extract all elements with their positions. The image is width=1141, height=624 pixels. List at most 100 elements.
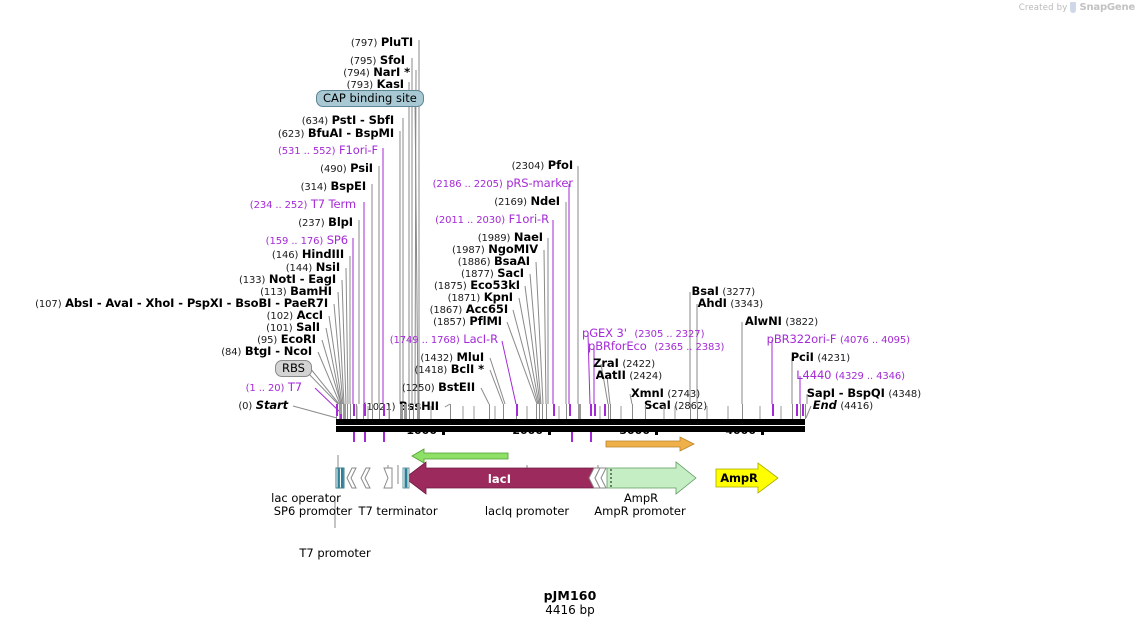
- enzyme-label[interactable]: (95) EcoRI: [257, 333, 316, 347]
- feature-label-sp6[interactable]: (159 .. 176) SP6: [266, 234, 348, 248]
- enzyme-label[interactable]: (314) BspEI: [301, 180, 367, 194]
- feature-range: (2365 .. 2383): [654, 342, 725, 353]
- site-position: (237): [298, 218, 325, 229]
- enzyme-label[interactable]: SapI - BspQI (4348): [807, 387, 921, 401]
- feature-range: (159 .. 176): [265, 236, 324, 247]
- feature-label-pgex-3prime[interactable]: pGEX 3' (2305 .. 2327): [582, 327, 704, 341]
- enzyme-label[interactable]: (2169) NdeI: [494, 195, 560, 209]
- enzyme-label[interactable]: (1871) KpnI: [448, 291, 514, 305]
- site-position: (2743): [667, 389, 700, 400]
- enzyme-label[interactable]: (237) BlpI: [298, 216, 353, 230]
- enzyme-name: BsaI: [691, 284, 719, 298]
- caption-lac-operator[interactable]: lac operator: [271, 491, 341, 505]
- site-position: (4416): [840, 401, 873, 412]
- feature-label-prs-marker[interactable]: (2186 .. 2205) pRS-marker: [433, 177, 573, 191]
- enzyme-label[interactable]: (1432) MluI: [420, 351, 484, 365]
- feature-label-laci-r[interactable]: (1749 .. 1768) LacI-R: [390, 333, 498, 347]
- enzyme-name: PflMI: [469, 314, 502, 328]
- enzyme-label[interactable]: XmnI (2743): [631, 387, 700, 401]
- enzyme-label[interactable]: AlwNI (3822): [745, 315, 818, 329]
- enzyme-label[interactable]: ZraI (2422): [593, 357, 655, 371]
- enzyme-label[interactable]: (101) SalI: [266, 321, 320, 335]
- caption-ampr[interactable]: AmpR: [623, 491, 659, 505]
- site-position: (1987): [452, 245, 485, 256]
- enzyme-label[interactable]: PciI (4231): [791, 351, 850, 365]
- enzyme-label[interactable]: (794) NarI *: [343, 66, 410, 80]
- feature-label-t7[interactable]: (1 .. 20) T7: [246, 381, 303, 395]
- feature-label-f1ori-r[interactable]: (2011 .. 2030) F1ori-R: [435, 213, 549, 227]
- enzyme-label[interactable]: (795) SfoI: [350, 54, 405, 68]
- enzyme-label[interactable]: (107) AbsI - AvaI - XhoI - PspXI - BsoBI…: [35, 297, 328, 311]
- caption-ampr-promoter[interactable]: AmpR promoter: [594, 504, 686, 518]
- enzyme-label[interactable]: (113) BamHI: [260, 285, 332, 299]
- enzyme-label[interactable]: (1877) SacI: [461, 267, 524, 281]
- enzyme-label[interactable]: (1250) BstEII: [402, 381, 475, 395]
- enzyme-label[interactable]: (102) AccI: [267, 309, 323, 323]
- enzyme-label[interactable]: (1987) NgoMIV: [452, 243, 538, 257]
- enzyme-label[interactable]: (146) HindIII: [272, 248, 344, 262]
- feature-label-pbrforeco[interactable]: pBRforEco (2365 .. 2383): [588, 340, 724, 354]
- enzyme-name: MluI: [456, 350, 485, 364]
- enzyme-label[interactable]: (1867) Acc65I: [430, 302, 509, 317]
- enzyme-label[interactable]: (623) BfuAI - BspMI: [278, 127, 394, 141]
- site-position: (2169): [494, 197, 527, 208]
- bookend-label-end[interactable]: End (4416): [813, 399, 873, 413]
- feature-label-cap-binding-site[interactable]: CAP binding site: [316, 90, 424, 107]
- plasmid-backbone[interactable]: [336, 419, 805, 432]
- enzyme-label[interactable]: (797) PluTI: [351, 36, 413, 50]
- enzyme-label[interactable]: (1989) NaeI: [478, 231, 543, 245]
- enzyme-name: PstI - SbfI: [331, 113, 394, 127]
- bookend-label-start[interactable]: (0) Start: [238, 399, 288, 413]
- enzyme-label[interactable]: (1875) Eco53kI: [434, 279, 520, 293]
- enzyme-name: AccI: [296, 308, 324, 322]
- caption-t7-promoter[interactable]: T7 promoter: [299, 546, 371, 560]
- enzyme-label[interactable]: (1857) PflMI: [433, 315, 502, 329]
- enzyme-label[interactable]: (1418) BclI *: [415, 363, 485, 377]
- enzyme-name: HindIII: [301, 247, 344, 261]
- enzyme-label[interactable]: (793) KasI: [347, 78, 404, 92]
- enzyme-name: AatII: [595, 368, 626, 382]
- enzyme-label[interactable]: (490) PsiI: [320, 162, 373, 176]
- enzyme-label[interactable]: (84) BtgI - NcoI: [221, 345, 312, 359]
- site-position: (1886): [457, 257, 491, 268]
- ruler-tick-label: 1000: [406, 424, 437, 437]
- enzyme-label[interactable]: (144) NsiI: [286, 261, 340, 275]
- enzyme-name: AhdI: [697, 296, 727, 310]
- caption-sp6-promoter[interactable]: SP6 promoter: [273, 504, 353, 518]
- plasmid-title-block: pJM160 4416 bp: [544, 588, 597, 617]
- feature-label-t7-term[interactable]: (234 .. 252) T7 Term: [250, 198, 356, 212]
- feature-label-f1ori-f[interactable]: (531 .. 552) F1ori-F: [278, 144, 378, 158]
- caption-lacIq-promoter[interactable]: lacIq promoter: [484, 504, 570, 518]
- feature-label-rbs[interactable]: RBS: [275, 360, 312, 377]
- lacI-label: lacI: [487, 471, 512, 486]
- feature-label-l4440[interactable]: L4440 (4329 .. 4346): [796, 369, 905, 383]
- enzyme-label[interactable]: (133) NotI - EagI: [239, 273, 336, 287]
- caption-t7-terminator[interactable]: T7 terminator: [358, 504, 438, 518]
- feature-label-pbr322ori-f[interactable]: pBR322ori-F (4076 .. 4095): [767, 333, 910, 347]
- site-position: (1875): [433, 281, 467, 292]
- enzyme-label[interactable]: BsaI (3277): [691, 284, 756, 299]
- site-position: (793): [346, 80, 374, 91]
- ampR-promoter-shape: [594, 467, 607, 489]
- enzyme-name: SacI: [497, 266, 524, 280]
- feature-name: T7 Term: [310, 197, 356, 211]
- enzyme-name: Acc65I: [465, 302, 508, 316]
- site-position: (3277): [722, 287, 755, 298]
- enzyme-name: AlwNI: [744, 314, 782, 328]
- lacI-arrow-label-wrap[interactable]: lacI: [405, 469, 594, 488]
- feature-range: (4329 .. 4346): [834, 371, 905, 382]
- t7-promoter-shape: [360, 467, 371, 489]
- site-position: (1989): [477, 233, 511, 244]
- site-position: (1432): [420, 353, 453, 364]
- enzyme-label[interactable]: AatII (2424): [595, 368, 663, 383]
- enzyme-name: SapI - BspQI: [806, 386, 885, 400]
- enzyme-label[interactable]: AhdI (3343): [697, 296, 764, 311]
- enzyme-label[interactable]: (634) PstI - SbfI: [302, 114, 394, 128]
- t7-terminator-shape: [383, 467, 393, 489]
- enzyme-label[interactable]: (1886) BsaAI: [458, 255, 530, 269]
- site-position: (3343): [730, 299, 763, 310]
- enzyme-name: NarI *: [373, 65, 410, 79]
- enzyme-label[interactable]: (2304) PfoI: [512, 159, 574, 173]
